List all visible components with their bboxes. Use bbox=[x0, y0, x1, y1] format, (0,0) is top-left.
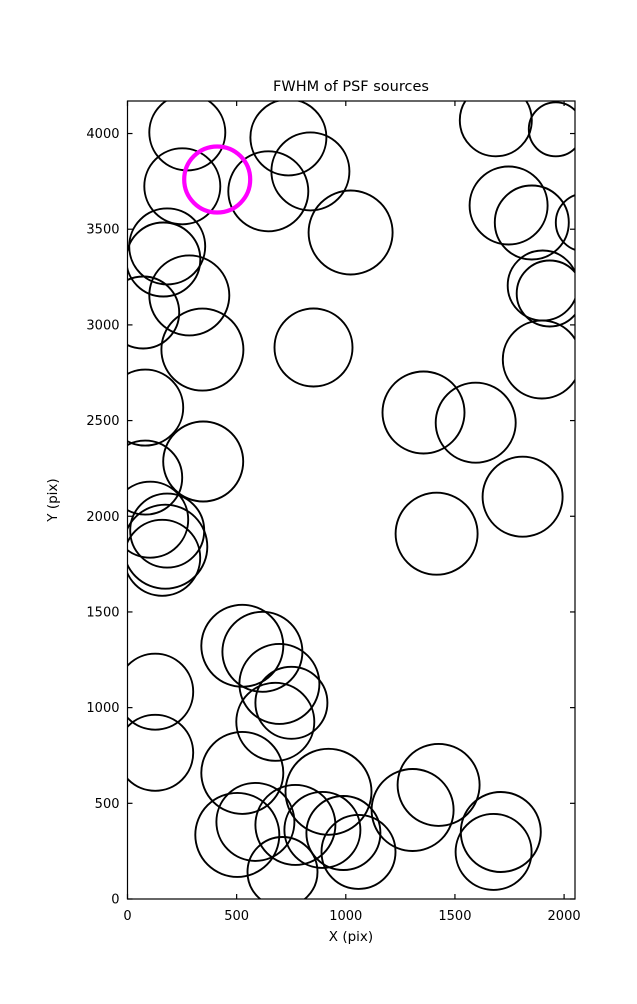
y-tick-label: 2000 bbox=[86, 510, 119, 525]
psf-source-circle bbox=[162, 420, 245, 503]
psf-source-circle bbox=[481, 455, 564, 538]
psf-source-circle bbox=[127, 503, 209, 590]
psf-source-circle bbox=[194, 791, 281, 878]
psf-source-circle bbox=[527, 101, 575, 158]
psf-source-circle bbox=[434, 381, 517, 464]
chart-title: FWHM of PSF sources bbox=[273, 79, 429, 95]
psf-source-circle bbox=[320, 813, 397, 890]
psf-source-circle bbox=[515, 259, 575, 328]
axes-frame bbox=[126, 100, 576, 900]
y-tick-label: 1000 bbox=[86, 701, 119, 716]
x-tick-label: 2000 bbox=[548, 909, 581, 924]
psf-source-circle bbox=[468, 165, 549, 246]
y-tick-label: 2500 bbox=[86, 414, 119, 429]
psf-source-circle bbox=[370, 768, 455, 852]
psf-source-circle bbox=[127, 480, 190, 559]
psf-source-circle bbox=[493, 184, 570, 261]
y-axis-label: Y (pix) bbox=[45, 478, 61, 522]
psf-source-circle bbox=[215, 781, 296, 862]
psf-source-circle bbox=[283, 790, 362, 869]
psf-source-circle bbox=[554, 194, 575, 251]
psf-source-circle bbox=[284, 747, 373, 836]
psf-source-circle bbox=[227, 150, 310, 233]
psf-source-circle bbox=[127, 652, 195, 731]
psf-source-circle bbox=[381, 370, 466, 455]
psf-source-circle bbox=[143, 147, 222, 226]
psf-source-circle bbox=[238, 642, 321, 725]
y-tick-label: 3000 bbox=[86, 318, 119, 333]
y-tick-label: 0 bbox=[111, 893, 119, 908]
psf-source-circle bbox=[127, 518, 202, 597]
psf-source-circle bbox=[454, 812, 533, 891]
psf-source-circle bbox=[127, 368, 185, 447]
y-tick-label: 3500 bbox=[86, 223, 119, 238]
psf-source-circle bbox=[127, 221, 202, 298]
x-axis-label: X (pix) bbox=[329, 929, 373, 945]
psf-source-circle bbox=[246, 836, 319, 899]
psf-source-circle bbox=[458, 101, 533, 158]
tick-labels-layer: 0 500 1000 1500 2000 0 500 1000 1500 2000 2500 3000… bbox=[86, 127, 580, 924]
psf-source-circle bbox=[254, 783, 337, 866]
psf-source-circle bbox=[305, 795, 382, 871]
psf-source-circle bbox=[127, 439, 184, 516]
y-tick-label: 4000 bbox=[86, 127, 119, 142]
psf-source-circle bbox=[270, 131, 351, 212]
psf-source-circle bbox=[127, 275, 181, 350]
psf-source-circle bbox=[200, 730, 285, 815]
psf-source-circle bbox=[307, 189, 394, 276]
psf-source-circle bbox=[160, 307, 245, 392]
psf-source-circle bbox=[254, 665, 329, 740]
psf-source-circle bbox=[273, 307, 354, 388]
psf-source-circle bbox=[148, 254, 231, 337]
psf-source-circle bbox=[506, 249, 575, 322]
psf-source-circle bbox=[396, 742, 481, 827]
psf-source-circle bbox=[249, 101, 328, 177]
x-tick-label: 500 bbox=[224, 909, 249, 924]
x-tick-label: 0 bbox=[123, 909, 131, 924]
psf-source-circle bbox=[127, 713, 195, 792]
psf-source-circle bbox=[394, 491, 479, 576]
y-tick-label: 500 bbox=[95, 797, 120, 812]
x-tick-label: 1500 bbox=[438, 909, 471, 924]
y-tick-label: 1500 bbox=[86, 605, 119, 620]
x-tick-label: 1000 bbox=[329, 909, 362, 924]
psf-source-circle bbox=[235, 681, 316, 762]
highlighted-psf-source-circle bbox=[182, 144, 253, 215]
psf-source-markers-layer bbox=[127, 101, 575, 899]
